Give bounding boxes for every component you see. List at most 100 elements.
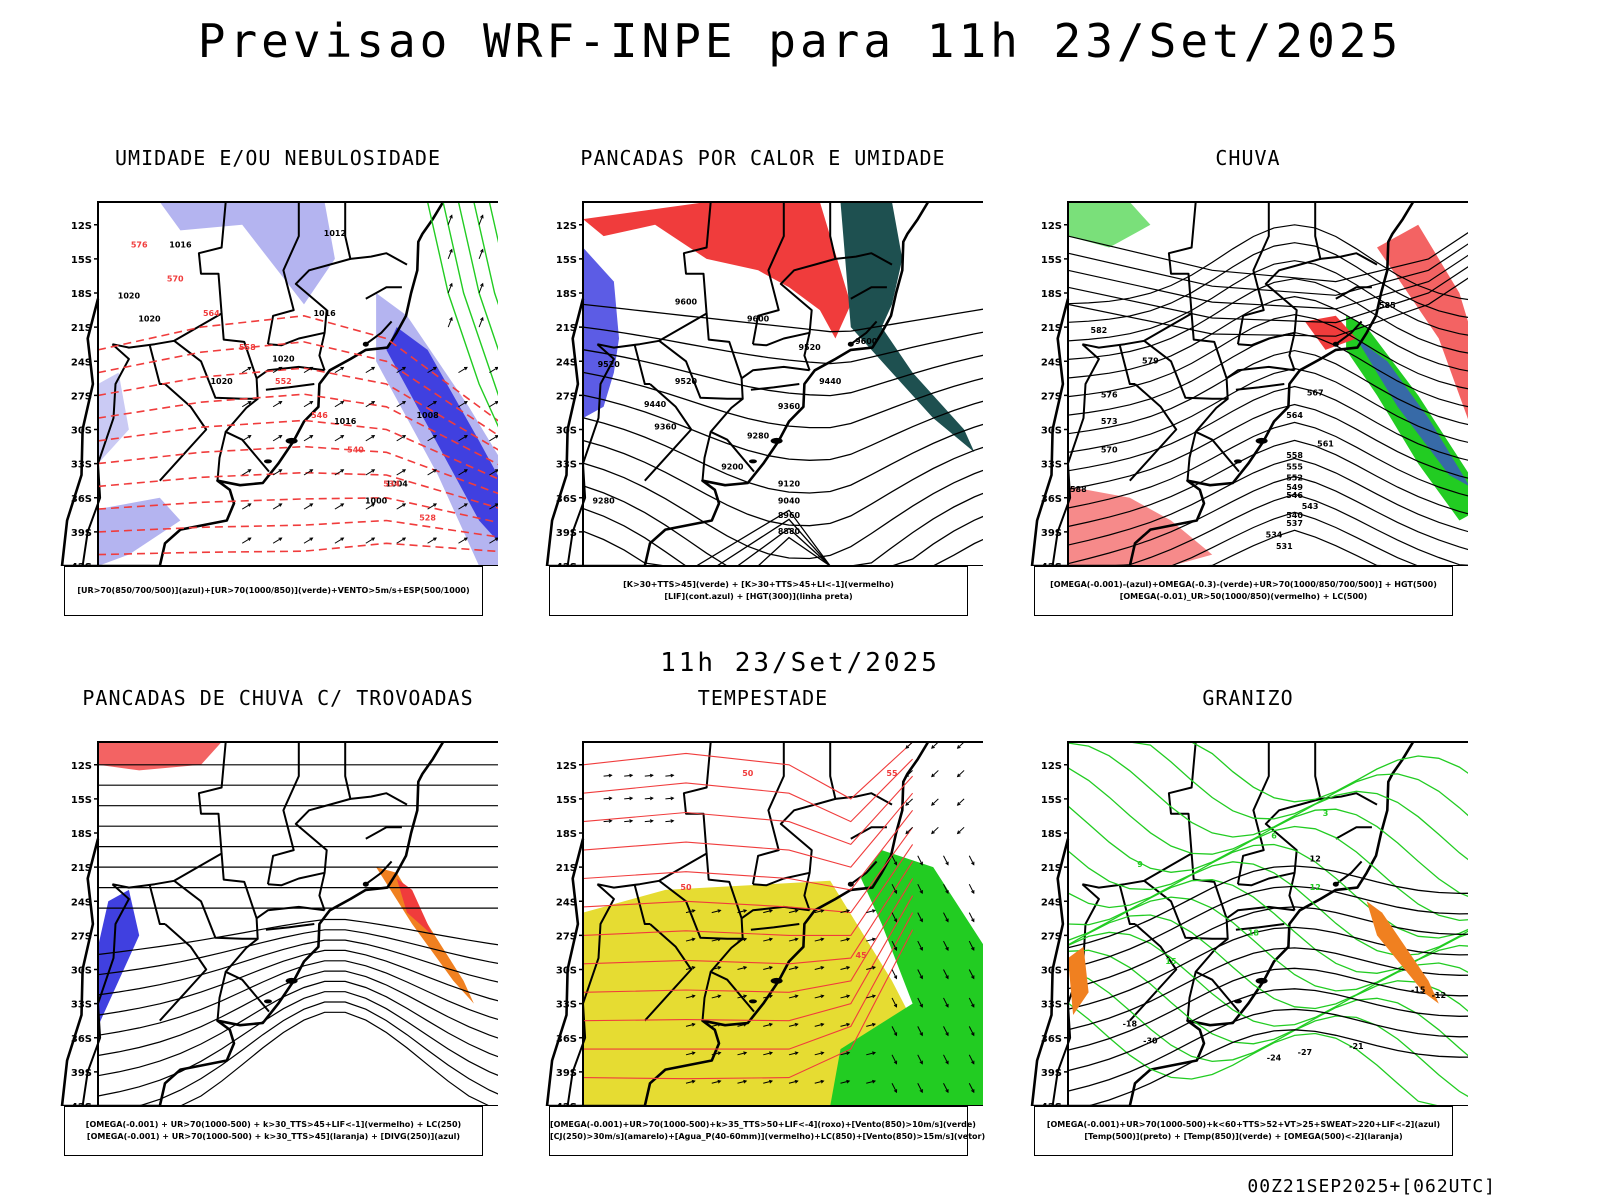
state-border bbox=[752, 742, 837, 887]
state-border bbox=[1235, 383, 1285, 391]
wind-vector bbox=[272, 435, 282, 442]
lat-label: 33S bbox=[1041, 1000, 1062, 1011]
wind-vector bbox=[788, 938, 798, 942]
wind-vector-head bbox=[794, 1079, 799, 1084]
map-frame bbox=[1067, 201, 1468, 566]
hgt300-contour bbox=[582, 417, 983, 494]
state-border bbox=[1236, 742, 1270, 885]
wind-vector-head bbox=[794, 994, 799, 999]
temp500-contour bbox=[1067, 988, 1468, 1072]
wind-vector bbox=[303, 503, 313, 510]
hgt500-contour bbox=[1067, 475, 1468, 565]
lat-label: 24S bbox=[1041, 357, 1062, 368]
wind-vector-head bbox=[945, 1003, 949, 1008]
state-border bbox=[1335, 860, 1363, 886]
state-border bbox=[1118, 883, 1135, 925]
temp500-contour bbox=[1067, 967, 1468, 1051]
lat-label: 42S bbox=[556, 1102, 577, 1106]
wind-vector bbox=[943, 1026, 949, 1036]
lat-label: 15S bbox=[556, 255, 577, 266]
wind-vector bbox=[931, 770, 939, 777]
map-plot-tempestade: 50 55 50 45 12S 15S 18S 21S 24S 27S 30S 33S 36S 39S 42… bbox=[545, 741, 983, 1106]
legend-line-1: [OMEGA(-0.001)-(azul)+OMEGA(-0.3)-(verde… bbox=[1050, 580, 1437, 589]
contour-label: 582 bbox=[1091, 326, 1108, 335]
state-border bbox=[1237, 202, 1322, 347]
contour-label: 564 bbox=[1286, 411, 1303, 420]
hgt500-contour bbox=[1067, 278, 1468, 360]
wind-vector bbox=[478, 283, 484, 294]
lat-label: 30S bbox=[556, 966, 577, 977]
state-border bbox=[267, 742, 352, 887]
wind-vector bbox=[891, 997, 897, 1008]
wind-vector bbox=[891, 1083, 897, 1093]
wind-vector-head bbox=[309, 503, 314, 507]
wind-vector-head bbox=[931, 745, 935, 749]
wind-vector-head bbox=[846, 994, 851, 999]
wind-vector-head bbox=[691, 1051, 696, 1055]
state-border bbox=[803, 872, 811, 911]
wind-vector-head bbox=[463, 366, 468, 371]
map-frame bbox=[582, 741, 983, 1106]
wind-vector-head bbox=[743, 909, 748, 913]
wind-vector-head bbox=[794, 909, 799, 913]
contour-label: 50 bbox=[742, 769, 754, 778]
wind-vector bbox=[905, 770, 913, 777]
wind-vector bbox=[365, 401, 375, 408]
state-border bbox=[1129, 383, 1178, 482]
wind-vector-head bbox=[846, 909, 851, 913]
contour-label: 9440 bbox=[819, 377, 842, 386]
lat-label: 24S bbox=[1041, 897, 1062, 908]
wind-vector bbox=[365, 366, 375, 374]
lat-label: 18S bbox=[556, 829, 577, 840]
wind-vector bbox=[891, 855, 897, 865]
lat-label: 33S bbox=[556, 460, 577, 471]
contour-label: 1000 bbox=[365, 496, 388, 505]
contour-label: 6 bbox=[1271, 832, 1277, 841]
wind-vector-head bbox=[768, 1051, 774, 1055]
coastline bbox=[60, 201, 445, 566]
contour-label: 540 bbox=[347, 445, 364, 454]
run-timestamp: 00Z21SEP2025+[062UTC] bbox=[1247, 1176, 1496, 1197]
lc850-contour bbox=[582, 792, 914, 868]
state-border bbox=[741, 905, 810, 920]
thickness-contour bbox=[97, 393, 498, 466]
lake-furnas bbox=[362, 881, 369, 887]
wind-vector-head bbox=[971, 1032, 975, 1037]
wind-vector bbox=[665, 820, 674, 823]
lat-label: 12S bbox=[71, 221, 92, 232]
hgt300-contour bbox=[582, 303, 983, 333]
wind-vector-head bbox=[893, 975, 898, 980]
state-border bbox=[750, 923, 800, 931]
state-border bbox=[112, 201, 227, 349]
wind-vector bbox=[478, 249, 484, 260]
wind-vector-head bbox=[871, 1079, 877, 1084]
wind-vector bbox=[334, 435, 344, 442]
panel-granizo: GRANIZO 12 15 18 9 6 3 -12 -15 -18 -21 -24 -27 -30 12… bbox=[1028, 686, 1468, 1156]
contour-label: 9600 bbox=[747, 314, 770, 323]
wind-vector bbox=[272, 503, 282, 510]
wind-vector bbox=[427, 469, 437, 476]
wind-vector-head bbox=[433, 537, 438, 541]
wind-vector bbox=[814, 995, 824, 999]
contour-label: 9520 bbox=[675, 377, 698, 386]
state-border bbox=[751, 742, 785, 885]
hgt300-contour bbox=[695, 509, 831, 566]
state-border bbox=[633, 343, 650, 385]
wind-vector-head bbox=[449, 248, 453, 253]
legend-line-1: [OMEGA(-0.001)+UR>70(1000-500)+k<60+TTS>… bbox=[1046, 1120, 1441, 1129]
wind-vector-head bbox=[494, 469, 498, 473]
state-border bbox=[318, 872, 326, 911]
wind-vector-head bbox=[820, 966, 825, 970]
lake-mirim bbox=[748, 459, 757, 464]
wind-vector bbox=[644, 820, 653, 823]
temp850-contour bbox=[1067, 949, 1468, 1057]
wind-vector bbox=[763, 995, 773, 999]
contour-label: 537 bbox=[1286, 519, 1303, 528]
contour-label: 528 bbox=[419, 514, 436, 523]
lif-area bbox=[583, 247, 619, 419]
panel-chuva: CHUVA 585 582 579 576 573 570 567 564 561 558 555 5… bbox=[1028, 146, 1468, 616]
lat-label: 42S bbox=[556, 562, 577, 566]
lc850-contour bbox=[582, 878, 914, 993]
wind-vector bbox=[968, 1083, 975, 1093]
wind-vector bbox=[931, 798, 939, 806]
